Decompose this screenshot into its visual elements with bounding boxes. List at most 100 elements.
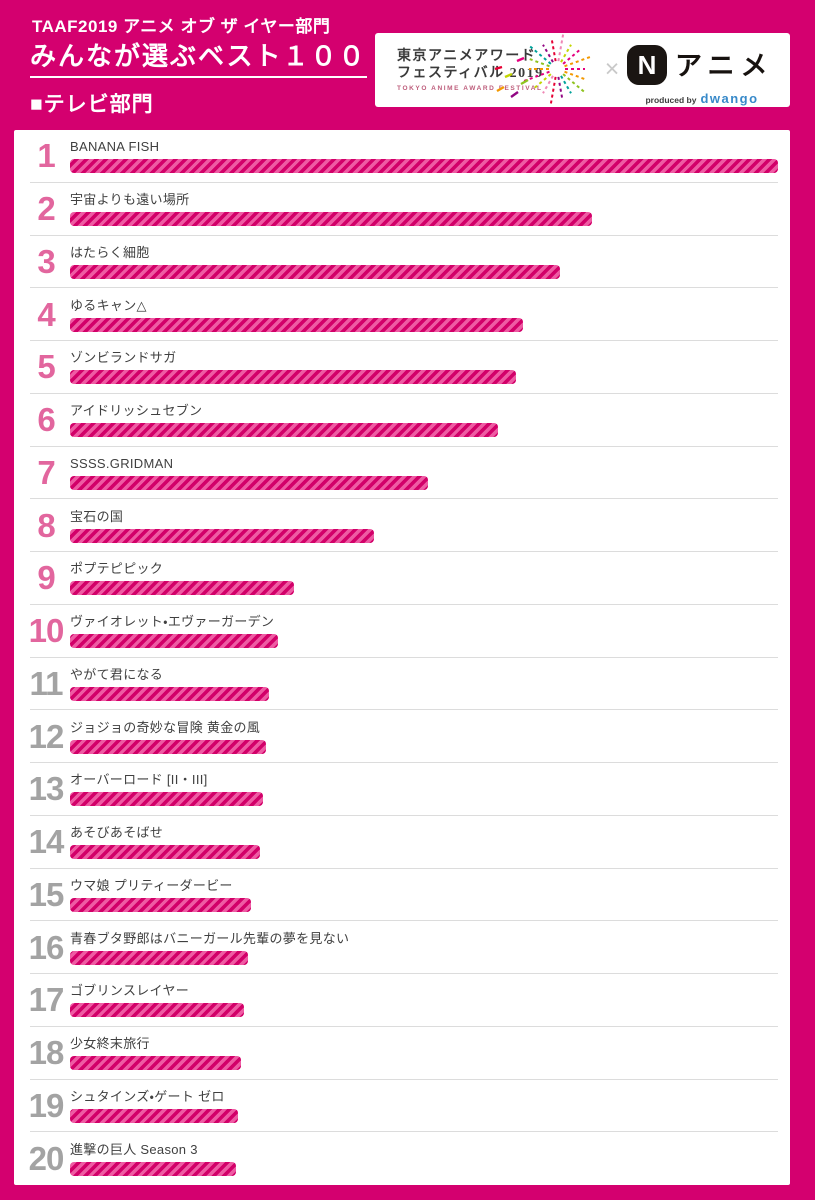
ranking-row: 7 SSSS.GRIDMAN bbox=[14, 447, 790, 500]
anime-title: ポプテピピック bbox=[70, 561, 164, 577]
row-main: 青春ブタ野郎はバニーガール先輩の夢を見ない bbox=[70, 931, 778, 965]
vote-bar bbox=[70, 212, 592, 227]
ranking-row: 1 BANANA FISH bbox=[14, 130, 790, 183]
rank-number: 17 bbox=[28, 981, 65, 1019]
rank-number: 9 bbox=[37, 559, 55, 597]
rank-number: 13 bbox=[28, 770, 65, 808]
anime-title: 青春ブタ野郎はバニーガール先輩の夢を見ない bbox=[70, 930, 350, 946]
row-main: ポプテピピック bbox=[70, 561, 778, 596]
bar-track bbox=[70, 1003, 778, 1018]
page-header: TAAF2019 アニメ オブ ザ イヤー部門 みんなが選ぶベスト１００ ■テレ… bbox=[0, 0, 815, 130]
fireworks-icon bbox=[494, 33, 592, 105]
anime-title: ジョジョの奇妙な冒険 黄金の風 bbox=[70, 719, 261, 735]
vote-bar bbox=[70, 1108, 238, 1123]
rank-number: 16 bbox=[28, 928, 65, 966]
ranking-row: 11 やがて君になる bbox=[14, 658, 790, 711]
bar-track bbox=[70, 686, 778, 701]
rank-number: 11 bbox=[29, 664, 64, 702]
bar-track bbox=[70, 739, 778, 754]
row-main: 少女終末旅行 bbox=[70, 1036, 778, 1071]
anime-title: オーバーロード [II・III] bbox=[70, 772, 208, 788]
row-main: ゾンビランドサガ bbox=[70, 350, 778, 385]
vote-bar bbox=[70, 845, 260, 860]
ranking-row: 13 オーバーロード [II・III] bbox=[14, 763, 790, 816]
ranking-row: 10 ヴァイオレット・エヴァーガーデン bbox=[14, 605, 790, 658]
ranking-row: 17 ゴブリンスレイヤー bbox=[14, 974, 790, 1027]
rank-number: 12 bbox=[28, 717, 65, 755]
rank-number: 3 bbox=[37, 242, 55, 280]
bar-track bbox=[70, 264, 778, 279]
ranking-row: 4 ゆるキャン△ bbox=[14, 288, 790, 341]
vote-bar bbox=[70, 739, 267, 754]
rank-number: 2 bbox=[37, 190, 55, 228]
vote-bar bbox=[70, 1161, 236, 1176]
ranking-row: 20 進撃の巨人 Season 3 bbox=[14, 1132, 790, 1185]
ranking-list: 1 BANANA FISH 2 宇宙よりも遠い場所 3 はたらく細胞 4 ゆる bbox=[14, 130, 790, 1185]
vote-bar bbox=[70, 897, 252, 912]
ranking-row: 5 ゾンビランドサガ bbox=[14, 341, 790, 394]
taaf-logo-line1: 東京アニメアワード bbox=[397, 49, 537, 64]
vote-bar bbox=[70, 950, 248, 965]
n-anime-logo: N アニメ produced by dwango bbox=[627, 45, 777, 106]
bar-track bbox=[70, 1108, 778, 1123]
vote-bar bbox=[70, 317, 524, 332]
vote-bar bbox=[70, 264, 560, 279]
bar-track bbox=[70, 792, 778, 807]
bar-track bbox=[70, 950, 778, 965]
ranking-row: 15 ウマ娘 プリティーダービー bbox=[14, 869, 790, 922]
rank-number: 15 bbox=[28, 875, 65, 913]
row-main: 宇宙よりも遠い場所 bbox=[70, 192, 778, 227]
bar-track bbox=[70, 317, 778, 332]
anime-title: BANANA FISH bbox=[70, 139, 160, 155]
vote-bar bbox=[70, 528, 374, 543]
row-main: BANANA FISH bbox=[70, 139, 778, 174]
award-category-title: TAAF2019 アニメ オブ ザ イヤー部門 bbox=[32, 17, 331, 36]
rank-number: 14 bbox=[28, 823, 65, 861]
row-main: ウマ娘 プリティーダービー bbox=[70, 878, 778, 912]
anime-title: シュタインズ・ゲート ゼロ bbox=[70, 1088, 225, 1104]
anime-title: はたらく細胞 bbox=[70, 244, 150, 260]
vote-bar bbox=[70, 634, 279, 649]
row-main: 進撃の巨人 Season 3 bbox=[70, 1142, 778, 1176]
anime-title: ゆるキャン△ bbox=[70, 297, 147, 313]
row-main: ゴブリンスレイヤー bbox=[70, 983, 778, 1018]
anime-title: SSSS.GRIDMAN bbox=[70, 455, 174, 471]
bar-track bbox=[70, 370, 778, 385]
ranking-row: 16 青春ブタ野郎はバニーガール先輩の夢を見ない bbox=[14, 921, 790, 974]
vote-bar bbox=[70, 159, 778, 174]
rank-number: 19 bbox=[28, 1086, 65, 1124]
row-main: オーバーロード [II・III] bbox=[70, 772, 778, 807]
anime-title: ゴブリンスレイヤー bbox=[70, 983, 190, 999]
page-title: みんなが選ぶベスト１００ bbox=[30, 41, 367, 71]
ranking-row: 2 宇宙よりも遠い場所 bbox=[14, 183, 790, 236]
anime-title: ウマ娘 プリティーダービー bbox=[70, 877, 233, 893]
n-anime-label: アニメ bbox=[675, 51, 774, 81]
row-main: あそびあそばせ bbox=[70, 825, 778, 860]
rank-number: 5 bbox=[37, 348, 55, 386]
vote-bar bbox=[70, 370, 517, 385]
rank-number: 7 bbox=[37, 453, 55, 491]
anime-title: アイドリッシュセブン bbox=[70, 403, 203, 419]
bar-track bbox=[70, 1161, 778, 1176]
section-label-tv: ■テレビ部門 bbox=[30, 93, 154, 116]
row-main: シュタインズ・ゲート ゼロ bbox=[70, 1089, 778, 1123]
row-main: アイドリッシュセブン bbox=[70, 403, 778, 438]
row-main: 宝石の国 bbox=[70, 509, 778, 543]
ranking-card: 1 BANANA FISH 2 宇宙よりも遠い場所 3 はたらく細胞 4 ゆる bbox=[14, 130, 790, 1185]
vote-bar bbox=[70, 423, 499, 438]
bar-track bbox=[70, 845, 778, 860]
rank-number: 6 bbox=[37, 401, 55, 439]
cross-icon: × bbox=[604, 55, 620, 83]
rank-number: 8 bbox=[37, 506, 55, 544]
bar-track bbox=[70, 581, 778, 596]
rank-number: 18 bbox=[28, 1034, 65, 1072]
dwango-logo: dwango bbox=[700, 91, 759, 106]
produced-by-label: produced by bbox=[645, 95, 697, 105]
ranking-row: 19 シュタインズ・ゲート ゼロ bbox=[14, 1080, 790, 1133]
ranking-row: 18 少女終末旅行 bbox=[14, 1027, 790, 1080]
bar-track bbox=[70, 475, 778, 490]
bar-track bbox=[70, 159, 778, 174]
ranking-row: 8 宝石の国 bbox=[14, 499, 790, 552]
row-main: やがて君になる bbox=[70, 667, 778, 701]
anime-title: あそびあそばせ bbox=[70, 825, 164, 841]
